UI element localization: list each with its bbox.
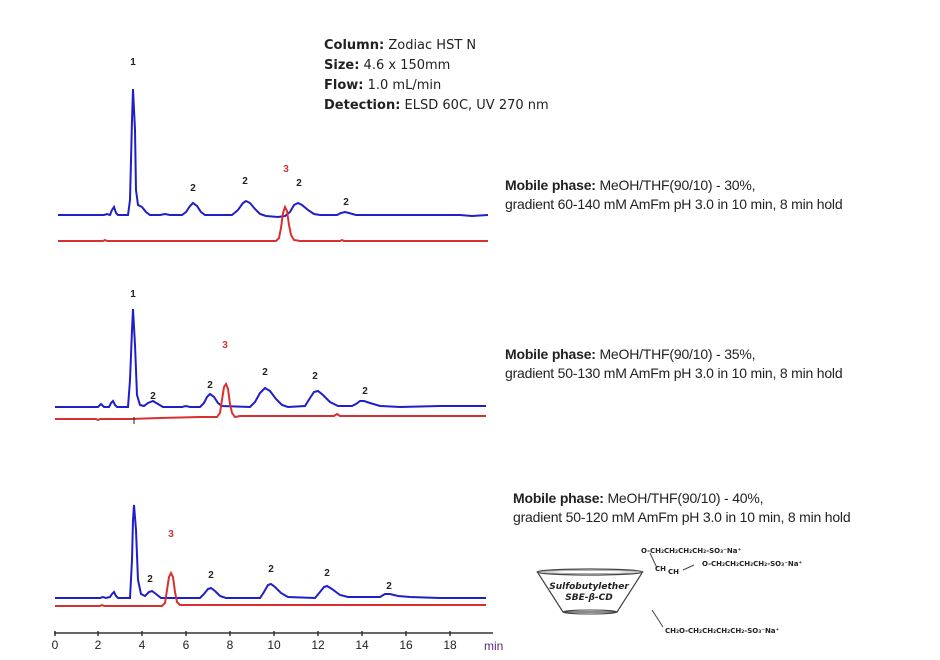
peak-label-2: 2 [324,568,330,579]
peak-label-2: 2 [207,380,213,391]
size-row: Size: 4.6 x 150mm [324,58,451,73]
flow-row: Flow: 1.0 mL/min [324,78,442,93]
tick-label: 0 [52,638,59,652]
peak-label-2: 2 [268,564,274,575]
column-conditions: Column: Zodiac HST N Size: 4.6 x 150mm F… [324,36,549,116]
peak-label-2: 2 [147,574,153,585]
x-axis: 0 2 4 6 8 10 12 14 16 18 min [52,631,503,653]
mobile-phase-35: Mobile phase: MeOH/THF(90/10) - 35%, gra… [505,346,843,381]
axis-unit-label: min [484,639,503,653]
tick-label: 4 [139,638,146,652]
peak-label-1: 1 [130,57,136,68]
peak-label-3: 3 [168,529,174,540]
peak-label-2: 2 [242,176,248,187]
tick-label: 8 [227,638,234,652]
tick-label: 6 [183,638,190,652]
tick-label: 16 [399,638,413,652]
structure-abbrev: SBE-β-CD [565,593,613,603]
ch-label: CH [668,568,679,576]
peak-label-2: 2 [190,183,196,194]
panel-40pct: 3 2 2 2 2 2 [55,504,486,607]
peak-label-2: 2 [150,391,156,402]
peak-label-2: 2 [262,367,268,378]
tick-label: 12 [311,638,325,652]
substituent-chain: O-CH₂CH₂CH₂CH₂-SO₃⁻Na⁺ [641,547,741,555]
peak-label-2: 2 [296,178,302,189]
trace-elsd-40 [55,504,486,600]
mobile-phase-30: Mobile phase: MeOH/THF(90/10) - 30%, gra… [505,177,843,212]
peak-label-1: 1 [130,289,136,300]
trace-elsd-35 [55,308,486,409]
peak-label-2: 2 [362,386,368,397]
panel-30pct: 1 2 2 3 2 2 [58,57,489,242]
trace-uv-35 [55,381,486,422]
mobile-phase-40: Mobile phase: MeOH/THF(90/10) - 40%, gra… [513,490,851,525]
peak-label-2: 2 [386,581,392,592]
ch-label: CH [655,565,666,573]
tick-label: 2 [95,638,102,652]
column-row: Column: Zodiac HST N [324,38,477,53]
detection-row: Detection: ELSD 60C, UV 270 nm [324,98,549,113]
tick-label: 10 [267,638,281,652]
trace-elsd-30 [58,88,489,219]
trace-uv-40 [55,570,486,607]
substituent-chain: CH₂O-CH₂CH₂CH₂CH₂-SO₃⁻Na⁺ [665,627,780,635]
peak-label-2: 2 [312,371,318,382]
sbe-cd-structure: Sulfobutylether SBE-β-CD O-CH₂CH₂CH₂CH₂-… [536,547,802,635]
peak-label-3: 3 [222,340,228,351]
trace-uv-30 [58,204,488,242]
peak-label-2: 2 [343,197,349,208]
tick-label: 14 [355,638,369,652]
peak-label-2: 2 [208,570,214,581]
substituent-chain: O-CH₂CH₂CH₂CH₂-SO₃⁻Na⁺ [702,560,802,568]
structure-name: Sulfobutylether [549,582,629,592]
panel-35pct: 1 2 2 3 2 2 2 [55,289,486,424]
tick-label: 18 [443,638,457,652]
peak-label-3: 3 [283,164,289,175]
